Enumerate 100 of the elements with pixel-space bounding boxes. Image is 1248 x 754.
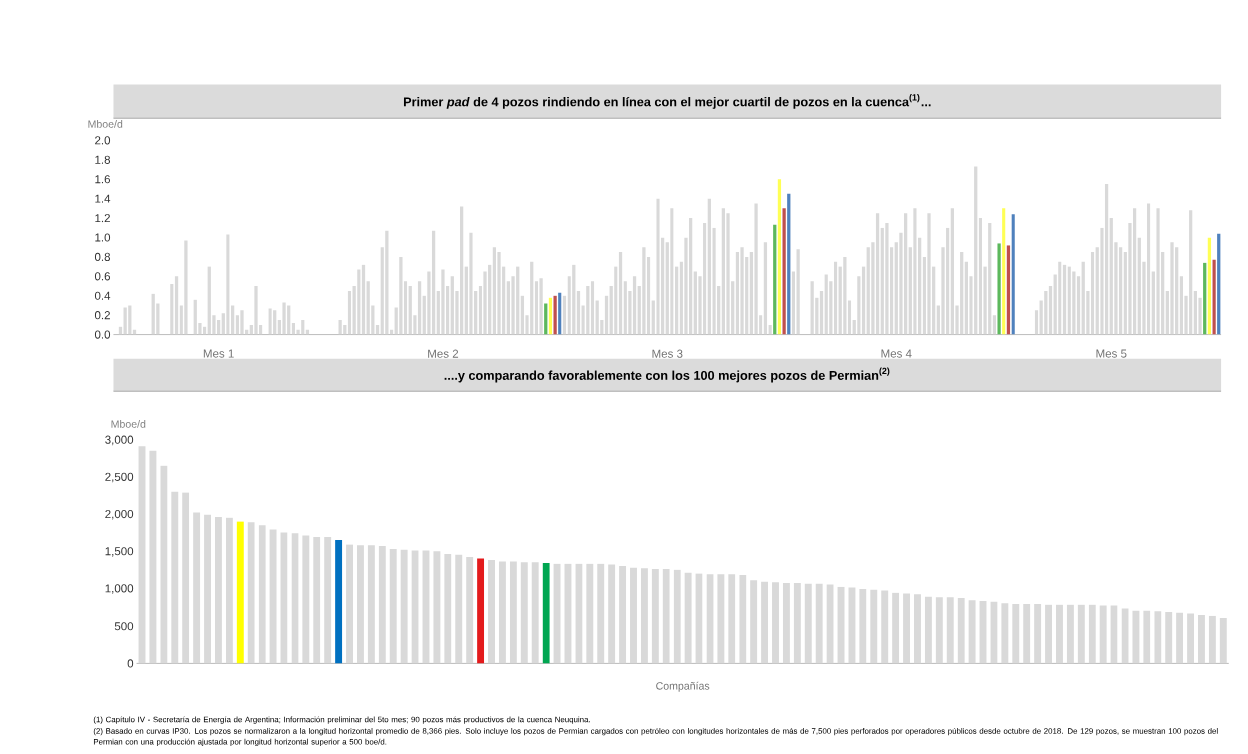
- bar: [1165, 612, 1173, 664]
- bar: [717, 574, 725, 664]
- bar: [630, 567, 637, 664]
- bar: [728, 574, 736, 664]
- bar: [335, 540, 343, 664]
- bar: [782, 208, 786, 335]
- bar: [712, 227, 716, 335]
- bar: [586, 286, 590, 335]
- bar: [1099, 605, 1107, 664]
- bar: [553, 563, 561, 664]
- bar: [1011, 214, 1015, 335]
- bar: [968, 600, 976, 664]
- bar: [903, 213, 908, 335]
- y-tick-label: 0.4: [94, 291, 111, 300]
- bar: [520, 295, 525, 335]
- bar: [978, 218, 983, 335]
- bar: [444, 554, 452, 664]
- bar: [356, 545, 364, 664]
- bar: [455, 554, 463, 664]
- bar: [750, 580, 758, 664]
- bar: [466, 557, 474, 664]
- bar: [777, 179, 782, 335]
- bar: [1012, 604, 1020, 664]
- bar: [488, 560, 495, 664]
- bar: [433, 551, 441, 664]
- bar: [441, 269, 445, 335]
- bar: [531, 562, 539, 664]
- bar: [590, 281, 595, 335]
- bar: [408, 286, 412, 335]
- bar: [810, 281, 814, 335]
- bar: [1077, 604, 1085, 664]
- bar: [498, 561, 506, 664]
- bar: [772, 582, 779, 664]
- y-axis-title: Mboe/d: [111, 420, 146, 428]
- bar: [618, 252, 623, 335]
- bar: [576, 290, 581, 335]
- bar: [417, 281, 422, 335]
- bar: [378, 546, 386, 664]
- bar: [892, 592, 900, 664]
- bar: [793, 583, 801, 664]
- bar: [1156, 208, 1160, 335]
- y-tick-label: 1.2: [95, 214, 110, 223]
- bar: [787, 193, 791, 335]
- bar: [562, 295, 567, 335]
- bar: [149, 450, 157, 664]
- bar: [773, 224, 777, 335]
- bar: [324, 537, 332, 664]
- y-tick-label: 2,500: [105, 472, 134, 483]
- bar: [859, 589, 867, 664]
- bar: [269, 529, 277, 664]
- bar: [184, 240, 188, 335]
- bar: [875, 213, 880, 335]
- bar: [885, 223, 889, 335]
- bar: [240, 310, 244, 335]
- bar: [946, 597, 954, 664]
- bar: [268, 308, 272, 335]
- bar: [399, 257, 403, 335]
- bar: [656, 198, 660, 335]
- x-tick-label: Mes 1: [203, 349, 234, 358]
- bar: [608, 564, 616, 664]
- y-tick-label: 2.0: [95, 136, 111, 145]
- bar: [870, 589, 878, 664]
- x-tick-label: Mes 4: [881, 349, 912, 358]
- bar: [171, 491, 179, 664]
- bar: [1056, 604, 1063, 664]
- bar: [1062, 264, 1067, 335]
- bar: [1176, 612, 1184, 664]
- bar: [1132, 208, 1137, 335]
- bar: [1045, 604, 1053, 664]
- bar: [861, 266, 866, 335]
- bar: [347, 290, 352, 335]
- bar: [740, 247, 744, 335]
- bar: [509, 561, 517, 664]
- bar: [843, 257, 847, 335]
- bar: [1217, 233, 1221, 335]
- bar: [1034, 310, 1039, 335]
- bar: [520, 562, 528, 664]
- bar: [1048, 286, 1053, 335]
- bar: [400, 549, 408, 664]
- bar: [1034, 604, 1042, 664]
- bar: [815, 583, 823, 664]
- bar: [1088, 604, 1096, 664]
- bar: [619, 566, 627, 664]
- bar: [761, 581, 769, 664]
- bar: [924, 596, 932, 664]
- bar: [558, 292, 562, 335]
- bar: [1198, 615, 1205, 664]
- bar: [182, 492, 190, 664]
- bar: [914, 594, 921, 664]
- bar: [804, 583, 812, 664]
- bar: [1072, 271, 1076, 335]
- bar: [796, 249, 800, 335]
- bar: [1193, 290, 1198, 335]
- x-axis-title: Compañías: [656, 681, 710, 692]
- bar: [857, 276, 861, 335]
- bar: [819, 290, 824, 335]
- bar: [174, 276, 179, 335]
- y-tick-label: 0.0: [94, 330, 111, 339]
- x-tick-label: Mes 2: [428, 349, 459, 358]
- bar: [346, 544, 353, 664]
